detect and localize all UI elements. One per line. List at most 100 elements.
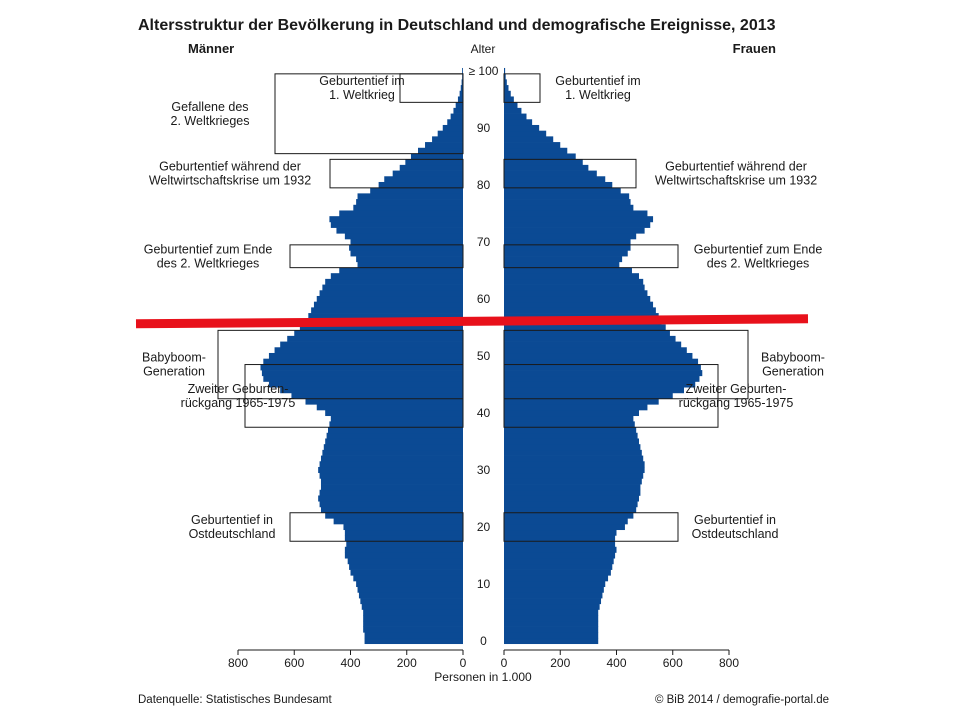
bar-men-age-38 [329, 421, 463, 428]
bar-men-age-10 [356, 580, 463, 588]
bar-men-age-13 [349, 563, 463, 570]
annotation-label-women: Babyboom-Generation [761, 351, 825, 379]
bar-women-age-15 [504, 552, 616, 559]
bar-men-age-81 [384, 176, 463, 183]
annotation-label-women: Zweiter Geburten-rückgang 1965-1975 [679, 382, 794, 410]
bar-women-age-52 [504, 341, 682, 348]
bar-women-age-17 [504, 541, 616, 548]
annotation-label-men: Zweiter Geburten-rückgang 1965-1975 [181, 382, 296, 410]
bar-women-age-8 [504, 592, 603, 599]
annotation-box-men [274, 73, 464, 155]
bar-men-age-46 [263, 375, 463, 382]
bar-men-age-16 [344, 546, 463, 553]
age-tick-label: ≥ 100 [469, 64, 499, 78]
annotation-box-women [503, 512, 679, 542]
bar-women-age-64 [504, 273, 639, 280]
bar-women-age-47 [504, 370, 703, 377]
bar-women-age-82 [504, 170, 597, 177]
bar-women-age-3 [504, 620, 599, 627]
annotation-box-men [329, 158, 464, 189]
bar-men-age-36 [326, 432, 463, 439]
annotation-box-women [503, 158, 637, 189]
bar-men-age-49 [263, 358, 463, 365]
bar-women-age-75 [504, 210, 648, 217]
bar-men-age-78 [357, 193, 463, 200]
bar-women-age-65 [504, 267, 632, 274]
bar-women-age-63 [504, 278, 644, 285]
bar-women-age-48 [504, 364, 701, 371]
bar-women-age-83 [504, 164, 589, 171]
bar-women-age-100 [504, 67, 506, 75]
bar-women-age-0 [504, 637, 599, 645]
bar-men-age-9 [357, 586, 463, 593]
bar-men-age-69 [349, 244, 463, 251]
bar-women-age-73 [504, 221, 651, 228]
age-tick-label: 20 [477, 520, 491, 534]
bar-men-age-37 [328, 427, 463, 434]
x-tick-label: 0 [501, 656, 508, 670]
annotation-label-men: Geburtentief im 1. Weltkrieg [319, 74, 404, 102]
bar-women-age-79 [504, 187, 621, 194]
bar-men-age-62 [322, 284, 463, 291]
bar-men-age-12 [350, 569, 463, 576]
bar-men-age-83 [399, 164, 463, 171]
bar-women-age-35 [504, 438, 639, 445]
annotation-box-women [503, 364, 719, 428]
bar-men-age-76 [353, 204, 463, 211]
bar-men-age-20 [343, 523, 463, 531]
bar-women-age-94 [504, 102, 518, 109]
bar-men-age-33 [322, 449, 463, 456]
annotation-label-men: Gefallene des 2. Weltkrieges [171, 100, 250, 128]
bar-women-age-18 [504, 535, 616, 542]
bar-women-age-30 [504, 466, 645, 474]
bar-men-age-53 [287, 335, 463, 342]
annotation-label-men: Geburtentief zum Ende des 2. Weltkrieges [144, 242, 273, 270]
annotation-box-men [289, 244, 464, 269]
bar-women-age-93 [504, 107, 522, 114]
bar-women-age-62 [504, 284, 645, 291]
bar-women-age-87 [504, 142, 561, 149]
bar-women-age-59 [504, 301, 654, 308]
bar-men-age-88 [432, 136, 463, 143]
bar-men-age-67 [356, 256, 463, 263]
bar-women-age-49 [504, 358, 699, 365]
bar-men-age-87 [425, 142, 463, 149]
bar-men-age-55 [299, 324, 463, 331]
bar-men-age-90 [442, 124, 463, 132]
bar-women-age-85 [504, 153, 576, 160]
bar-women-age-71 [504, 233, 637, 240]
bar-men-age-5 [363, 609, 463, 616]
bar-men-age-63 [325, 278, 463, 285]
bar-women-age-20 [504, 523, 625, 531]
bar-men-age-47 [261, 370, 463, 377]
bar-women-age-22 [504, 512, 634, 519]
bar-women-age-98 [504, 79, 507, 86]
bar-women-age-19 [504, 529, 617, 536]
x-tick-label: 600 [284, 656, 304, 670]
bar-men-age-75 [339, 210, 463, 217]
bar-men-age-34 [323, 444, 463, 451]
bar-men-age-7 [360, 598, 463, 605]
bar-men-age-23 [320, 506, 463, 513]
bar-men-age-54 [294, 330, 463, 337]
chart-title: Altersstruktur der Bevölkerung in Deutsc… [138, 17, 776, 34]
bar-men-age-95 [457, 96, 463, 103]
x-tick-label: 0 [460, 656, 467, 670]
age-tick-label: 30 [477, 463, 491, 477]
annotation-box-men [244, 364, 464, 428]
age-axis: 0 10 20 30 40 50 60 70 80 90 ≥ 100 [469, 64, 499, 648]
bar-women-age-43 [504, 392, 673, 399]
x-tick-label: 400 [606, 656, 626, 670]
bar-women-age-21 [504, 518, 628, 525]
bar-men-age-29 [319, 472, 463, 479]
bar-men-age-52 [280, 341, 463, 348]
bar-women-age-25 [504, 495, 639, 502]
bar-women-age-78 [504, 193, 630, 200]
annotation-label-women: Geburtentief zum Ende des 2. Weltkrieges [694, 242, 823, 270]
bar-men-age-94 [455, 102, 463, 109]
annotation-box-women [503, 73, 541, 103]
bar-women-age-7 [504, 598, 602, 605]
x-tick-label: 800 [228, 656, 248, 670]
bar-women-age-34 [504, 444, 641, 451]
